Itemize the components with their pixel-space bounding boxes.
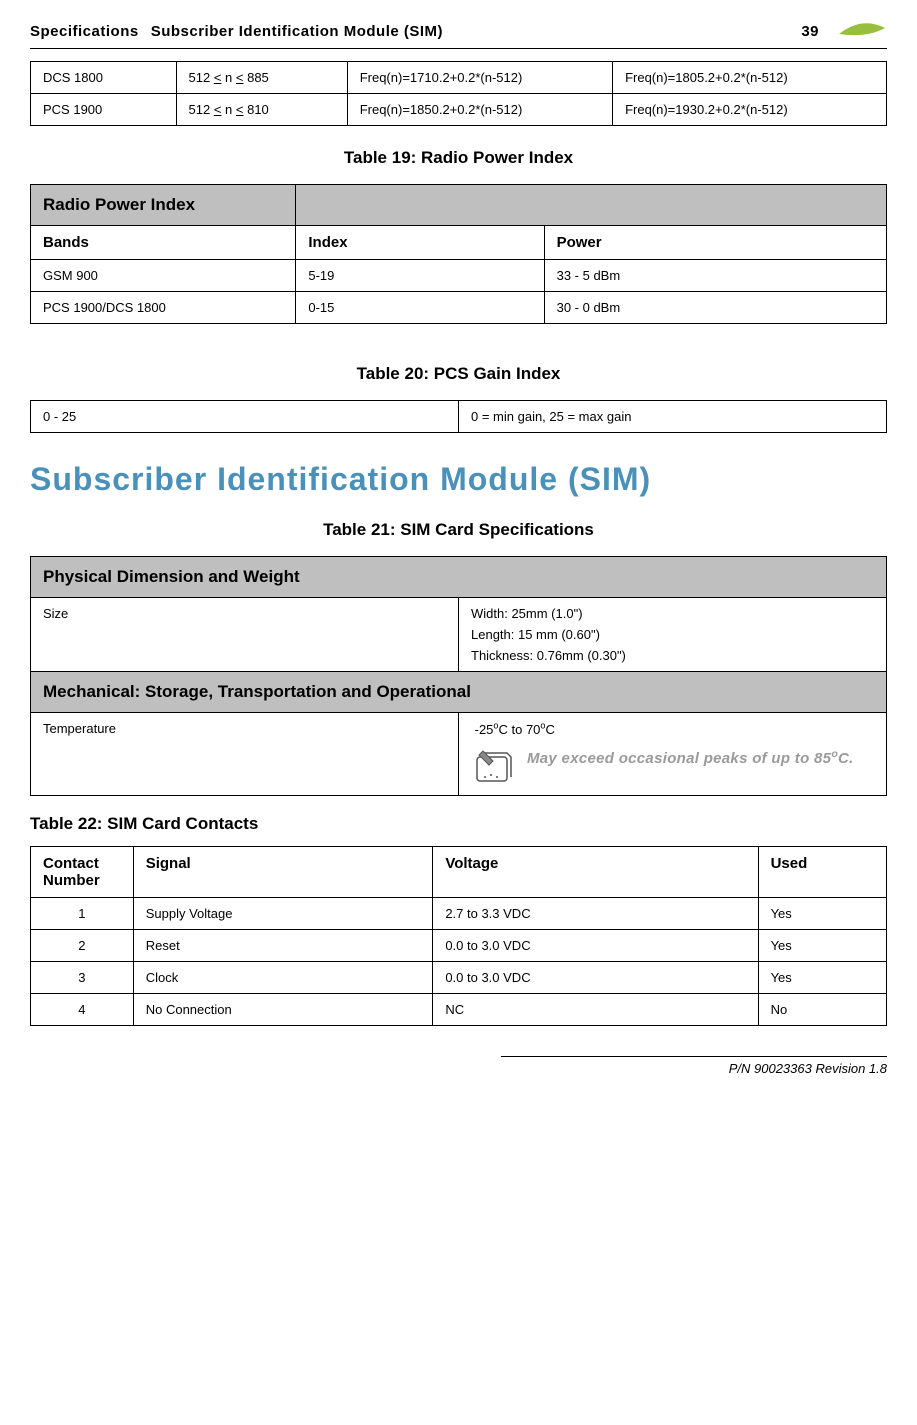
footer-text: P/N 90023363 Revision 1.8 (729, 1061, 887, 1076)
sim-card-contacts-table: Contact Number Signal Voltage Used 1 Sup… (30, 846, 887, 1026)
table-row: PCS 1900/DCS 1800 0-15 30 - 0 dBm (31, 292, 887, 324)
cell: 1 (31, 898, 134, 930)
table-row: 1 Supply Voltage 2.7 to 3.3 VDC Yes (31, 898, 887, 930)
cell: GSM 900 (31, 260, 296, 292)
cell: 512 < n < 885 (176, 62, 347, 94)
table-section-header: Radio Power Index (31, 185, 887, 226)
table22-caption: Table 22: SIM Card Contacts (30, 814, 887, 834)
cell: NC (433, 994, 758, 1026)
note-box: May exceed occasional peaks of up to 85o… (471, 747, 874, 787)
table19-caption: Table 19: Radio Power Index (30, 148, 887, 168)
cell: 3 (31, 962, 134, 994)
cell: Supply Voltage (133, 898, 433, 930)
note-icon (471, 747, 515, 787)
page-footer: P/N 90023363 Revision 1.8 (30, 1056, 887, 1076)
col-header: Used (758, 847, 886, 898)
header-rule (30, 48, 887, 49)
cell: Freq(n)=1710.2+0.2*(n-512) (347, 62, 612, 94)
table20-caption: Table 20: PCS Gain Index (30, 364, 887, 384)
section-title: Subscriber Identification Module (SIM) (30, 461, 887, 498)
col-header: Contact Number (31, 847, 134, 898)
cell: Temperature (31, 713, 459, 796)
cell: 512 < n < 810 (176, 94, 347, 126)
cell: 4 (31, 994, 134, 1026)
cell: No (758, 994, 886, 1026)
table-row: 0 - 25 0 = min gain, 25 = max gain (31, 401, 887, 433)
table-row: Temperature -25oC to 70oC May exceed occ… (31, 713, 887, 796)
page-header: Specifications Subscriber Identification… (30, 20, 887, 42)
table-row: PCS 1900 512 < n < 810 Freq(n)=1850.2+0.… (31, 94, 887, 126)
section-header-cell: Mechanical: Storage, Transportation and … (31, 672, 887, 713)
cell: 33 - 5 dBm (544, 260, 886, 292)
table-column-headers: Bands Index Power (31, 226, 887, 260)
cell: Freq(n)=1805.2+0.2*(n-512) (613, 62, 887, 94)
table-section-header: Mechanical: Storage, Transportation and … (31, 672, 887, 713)
table-row: 4 No Connection NC No (31, 994, 887, 1026)
header-group: Specifications (30, 23, 139, 40)
table21-caption: Table 21: SIM Card Specifications (30, 520, 887, 540)
cell: Clock (133, 962, 433, 994)
col-header: Signal (133, 847, 433, 898)
pcs-gain-index-table: 0 - 25 0 = min gain, 25 = max gain (30, 400, 887, 433)
cell: Freq(n)=1850.2+0.2*(n-512) (347, 94, 612, 126)
col-header: Power (544, 226, 886, 260)
radio-power-index-table: Radio Power Index Bands Index Power GSM … (30, 184, 887, 324)
temperature-value: -25oC to 70oC (471, 722, 555, 737)
cell: 2 (31, 930, 134, 962)
col-header: Voltage (433, 847, 758, 898)
table-row: 2 Reset 0.0 to 3.0 VDC Yes (31, 930, 887, 962)
cell: 0.0 to 3.0 VDC (433, 962, 758, 994)
cell: No Connection (133, 994, 433, 1026)
table-row: 3 Clock 0.0 to 3.0 VDC Yes (31, 962, 887, 994)
cell: -25oC to 70oC May exceed occasional peak… (459, 713, 887, 796)
sim-card-specs-table: Physical Dimension and Weight Size Width… (30, 556, 887, 796)
cell: Yes (758, 898, 886, 930)
cell: 5-19 (296, 260, 544, 292)
table-section-header: Physical Dimension and Weight (31, 557, 887, 598)
table-row: Size Width: 25mm (1.0") Length: 15 mm (0… (31, 598, 887, 672)
size-thickness: Thickness: 0.76mm (0.30") (471, 648, 874, 663)
footer-rule (501, 1056, 887, 1057)
col-header: Bands (31, 226, 296, 260)
cell: 0 = min gain, 25 = max gain (459, 401, 887, 433)
cell: 0 - 25 (31, 401, 459, 433)
cell: PCS 1900/DCS 1800 (31, 292, 296, 324)
logo-swoosh-icon (837, 20, 887, 42)
table-row: GSM 900 5-19 33 - 5 dBm (31, 260, 887, 292)
cell: Yes (758, 962, 886, 994)
size-length: Length: 15 mm (0.60") (471, 627, 874, 642)
cell: PCS 1900 (31, 94, 177, 126)
table-column-headers: Contact Number Signal Voltage Used (31, 847, 887, 898)
table-row: DCS 1800 512 < n < 885 Freq(n)=1710.2+0.… (31, 62, 887, 94)
cell: 30 - 0 dBm (544, 292, 886, 324)
cell: Yes (758, 930, 886, 962)
freq-table: DCS 1800 512 < n < 885 Freq(n)=1710.2+0.… (30, 61, 887, 126)
section-header-cell: Radio Power Index (31, 185, 296, 226)
cell: 0-15 (296, 292, 544, 324)
note-text: May exceed occasional peaks of up to 85o… (527, 747, 854, 769)
size-width: Width: 25mm (1.0") (471, 606, 874, 621)
cell: Size (31, 598, 459, 672)
cell: Reset (133, 930, 433, 962)
page-number: 39 (801, 23, 819, 40)
cell: DCS 1800 (31, 62, 177, 94)
section-header-cell: Physical Dimension and Weight (31, 557, 887, 598)
cell: 2.7 to 3.3 VDC (433, 898, 758, 930)
col-header: Index (296, 226, 544, 260)
cell: Width: 25mm (1.0") Length: 15 mm (0.60")… (459, 598, 887, 672)
header-section-name: Subscriber Identification Module (SIM) (151, 23, 802, 40)
cell: Freq(n)=1930.2+0.2*(n-512) (613, 94, 887, 126)
section-header-blank (296, 185, 887, 226)
cell: 0.0 to 3.0 VDC (433, 930, 758, 962)
